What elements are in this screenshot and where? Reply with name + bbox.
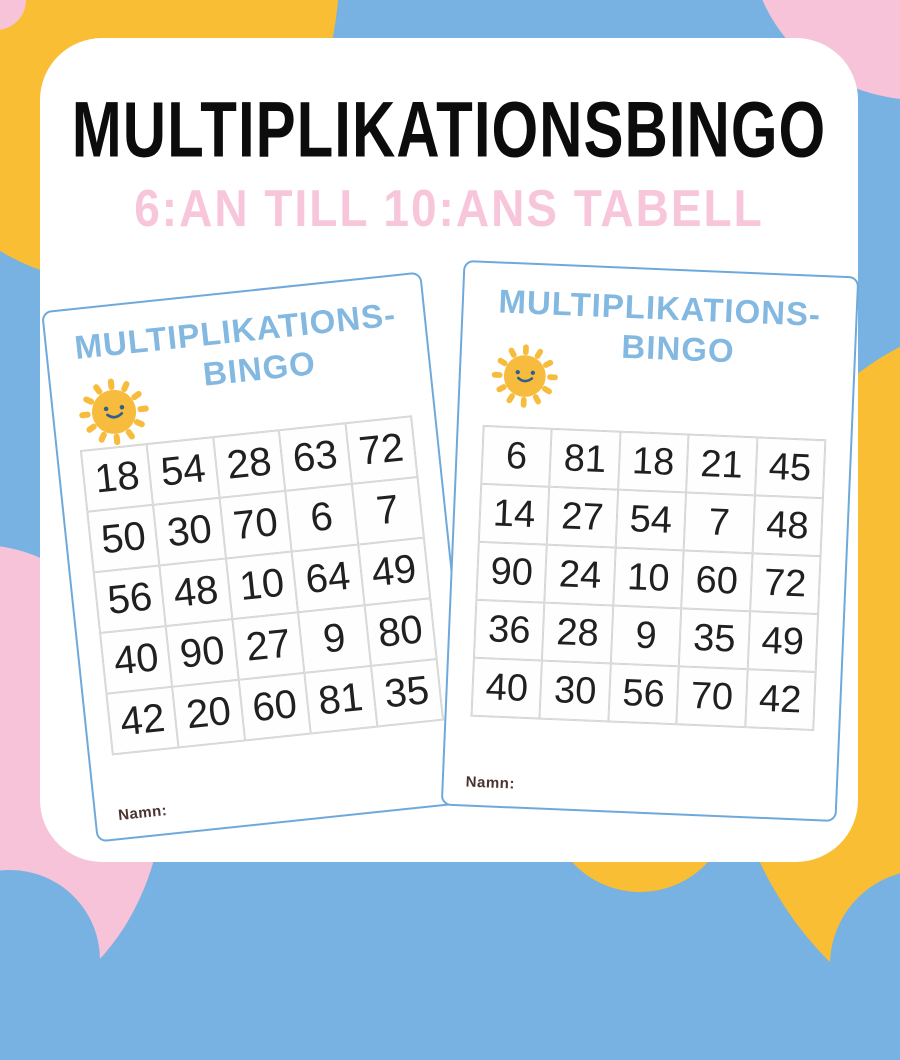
bingo-cell: 9: [610, 605, 682, 667]
bingo-cell: 50: [87, 504, 160, 573]
name-label: Namn:: [465, 773, 516, 793]
bingo-cell: 7: [683, 492, 755, 554]
bingo-cell: 54: [615, 489, 687, 551]
bingo-cell: 30: [539, 660, 611, 722]
bingo-cell: 30: [153, 497, 226, 566]
bingo-cell: 6: [481, 425, 553, 487]
bingo-cell: 60: [238, 672, 311, 741]
bingo-cell: 27: [232, 612, 305, 680]
bingo-cell: 56: [608, 663, 679, 725]
bingo-cell: 80: [364, 598, 437, 666]
bingo-cell: 54: [146, 437, 220, 505]
bingo-cell: 14: [478, 483, 550, 545]
bingo-cell: 81: [549, 428, 621, 490]
page-subtitle: 6:AN TILL 10:ANS TABELL: [134, 178, 764, 238]
bingo-cell: 90: [476, 541, 548, 603]
bingo-grid: 18 54 28 63 72 50 30 70 6 7 56 48 10 64 49 40 90 27 9 80 42 2…: [79, 415, 445, 756]
bingo-cell: 81: [304, 665, 377, 734]
bingo-cell: 28: [213, 430, 286, 498]
bingo-cell: 60: [681, 550, 753, 612]
sun-icon: [491, 344, 558, 408]
bingo-cell: 18: [80, 444, 154, 512]
bingo-cell: 10: [613, 547, 684, 609]
bingo-cell: 48: [752, 495, 823, 557]
bingo-cell: 70: [676, 666, 748, 728]
bingo-cell: 64: [291, 544, 365, 613]
bingo-cell: 72: [345, 416, 418, 484]
bingo-cell: 35: [678, 608, 750, 670]
bingo-cell: 40: [100, 626, 173, 694]
bingo-cell: 28: [542, 602, 614, 664]
bingo-cell: 42: [106, 686, 179, 755]
bingo-grid: 6 81 18 21 45 14 27 54 7 48 90 24 10 60 72 36 28 9 35 49 40 3…: [470, 424, 827, 732]
name-label: Namn:: [117, 802, 169, 825]
bingo-card-right: MULTIPLIKATIONS- BINGO: [440, 259, 860, 823]
page-title: MULTIPLIKATIONSBINGO: [71, 85, 827, 174]
bingo-cell: 36: [473, 599, 545, 661]
cover-panel: MULTIPLIKATIONSBINGO 6:AN TILL 10:ANS TA…: [40, 38, 860, 862]
bingo-cell: 56: [93, 565, 167, 634]
bingo-card-left: MULTIPLIKATIONS- BINGO: [41, 271, 477, 843]
bingo-cell: 6: [285, 483, 358, 552]
bingo-cell: 72: [749, 553, 821, 615]
sun-icon: [79, 378, 149, 446]
bingo-cell: 18: [617, 431, 689, 493]
bingo-cell: 63: [279, 423, 352, 491]
bingo-cell: 70: [219, 490, 292, 559]
bingo-cell: 35: [370, 658, 444, 727]
bingo-cell: 49: [747, 611, 819, 673]
bingo-cell: 90: [166, 619, 239, 687]
bingo-cell: 10: [225, 551, 299, 620]
bingo-cell: 9: [298, 605, 371, 673]
bingo-cell: 7: [351, 476, 424, 545]
bingo-cell: 42: [744, 669, 816, 731]
bingo-cell: 48: [159, 558, 233, 627]
bingo-cell: 20: [172, 679, 245, 748]
bingo-cell: 24: [544, 544, 616, 606]
bingo-cell: 40: [471, 657, 543, 719]
bingo-cell: 21: [686, 434, 758, 496]
bingo-cell: 27: [547, 486, 618, 548]
bingo-cell: 49: [357, 537, 431, 606]
bingo-cell: 45: [754, 437, 826, 499]
